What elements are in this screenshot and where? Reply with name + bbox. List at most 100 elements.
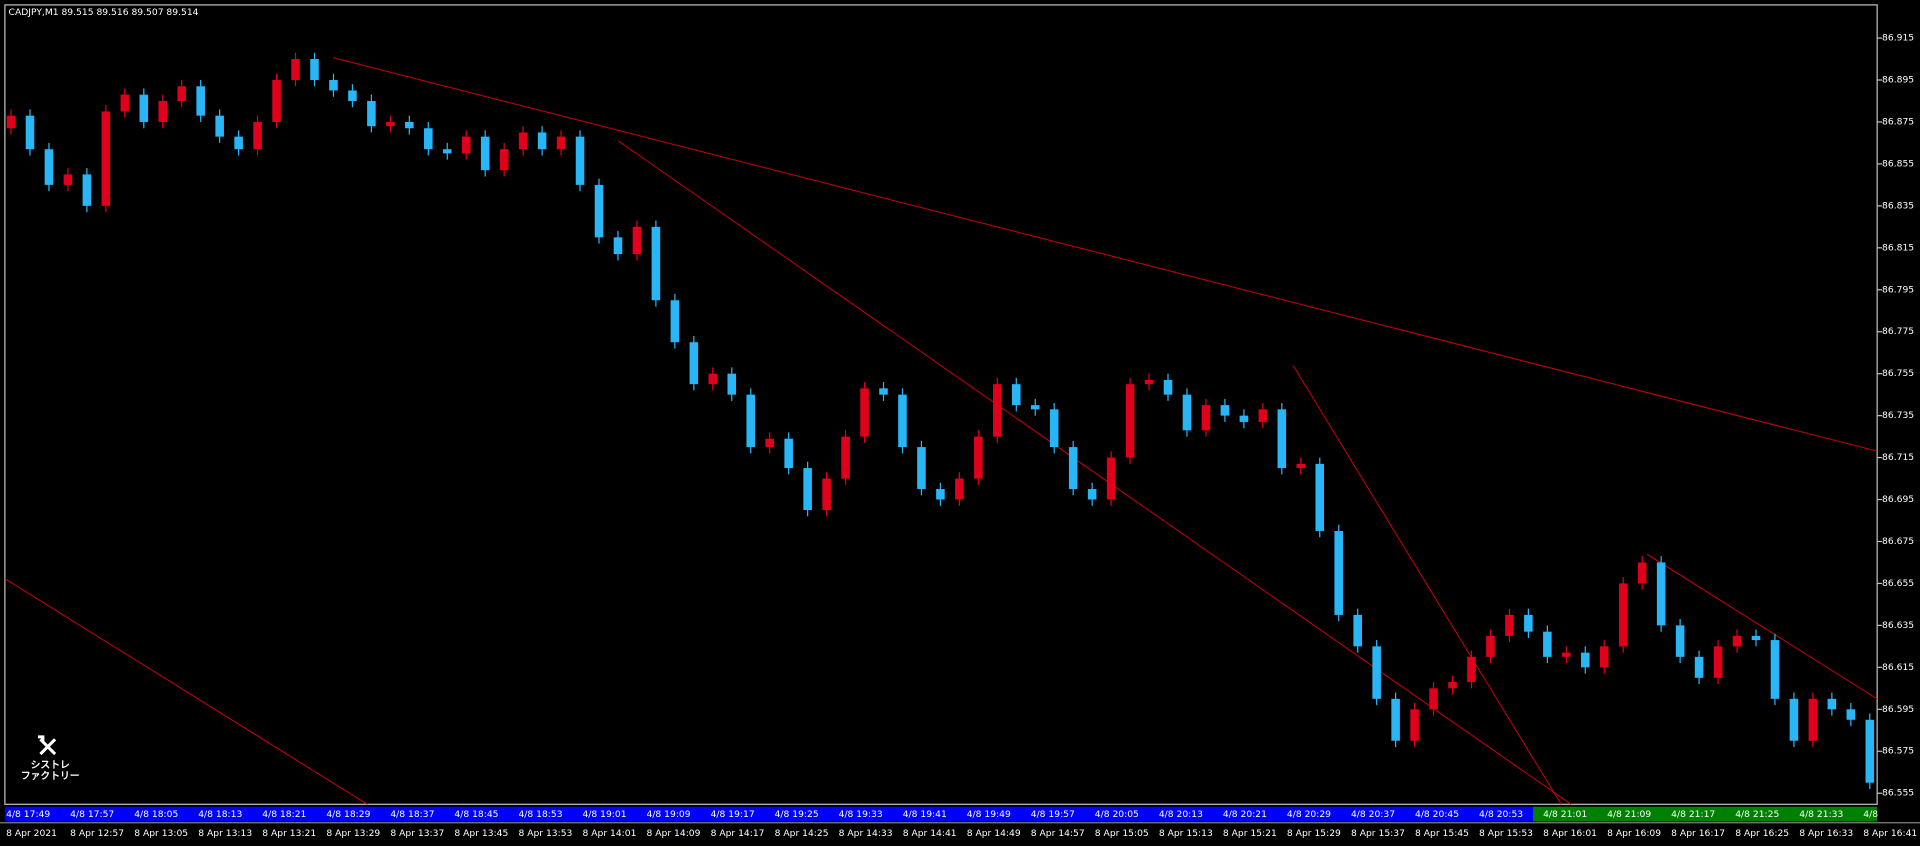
candle-body bbox=[424, 128, 433, 150]
candle-body bbox=[575, 136, 585, 185]
y-tick-label: 86.815 bbox=[1882, 242, 1914, 253]
logo-icon bbox=[37, 735, 57, 756]
candle-body bbox=[1353, 614, 1362, 647]
candle-body bbox=[1770, 640, 1780, 699]
logo-text: シストレ bbox=[31, 759, 70, 771]
candle-body bbox=[1277, 409, 1287, 469]
candle-body bbox=[386, 121, 395, 127]
x-label-lower: 8 Apr 14:33 bbox=[839, 828, 893, 839]
candle-body bbox=[44, 149, 54, 185]
candle-body bbox=[1846, 709, 1856, 720]
y-tick-label: 86.875 bbox=[1882, 116, 1914, 127]
x-label-upper: 4/8 21:09 bbox=[1607, 809, 1651, 820]
x-label-upper: 4/8 19:25 bbox=[775, 809, 819, 820]
candle-body bbox=[1543, 631, 1552, 657]
y-tick-label: 86.555 bbox=[1882, 788, 1914, 799]
candle-body bbox=[1087, 489, 1097, 500]
candle-body bbox=[1865, 719, 1875, 783]
candle-body bbox=[917, 447, 926, 490]
x-label-upper: 4/8 21:25 bbox=[1735, 809, 1779, 820]
x-label-lower: 8 Apr 14:41 bbox=[903, 828, 957, 839]
candle-body bbox=[1827, 698, 1837, 710]
x-label-upper: 4/8 19:57 bbox=[1031, 809, 1075, 820]
candle-body bbox=[822, 478, 831, 511]
candle-body bbox=[461, 136, 471, 154]
y-tick-label: 86.575 bbox=[1882, 746, 1914, 757]
candle-body bbox=[1030, 405, 1040, 410]
x-label-upper: 4/8 20:37 bbox=[1351, 809, 1395, 820]
y-tick-label: 86.695 bbox=[1882, 494, 1914, 505]
x-label-lower: 8 Apr 13:13 bbox=[198, 828, 252, 839]
x-label-lower: 8 Apr 15:53 bbox=[1479, 828, 1533, 839]
x-label-lower: 8 Apr 14:09 bbox=[647, 828, 701, 839]
x-label-upper: 4/8 20:05 bbox=[1095, 809, 1139, 820]
candle-body bbox=[1581, 652, 1590, 668]
candle-body bbox=[177, 86, 187, 101]
candle-body bbox=[594, 184, 604, 238]
candle-body bbox=[234, 136, 243, 150]
y-tick-label: 86.855 bbox=[1882, 158, 1914, 169]
x-label-lower: 8 Apr 12:57 bbox=[70, 828, 124, 839]
candle-body bbox=[139, 94, 149, 122]
x-label-upper: 4/8 20:45 bbox=[1415, 809, 1459, 820]
trend-line bbox=[1292, 365, 1562, 805]
candle-body bbox=[613, 237, 623, 255]
x-label-lower: 8 Apr 13:37 bbox=[390, 828, 444, 839]
candle-body bbox=[803, 468, 812, 511]
x-label-upper: 4/8 18:53 bbox=[518, 809, 562, 820]
x-label-upper: 4/8 21:17 bbox=[1671, 809, 1715, 820]
x-label-upper: 4/8 20:13 bbox=[1159, 809, 1203, 820]
candle-body bbox=[1068, 447, 1078, 490]
candle-body bbox=[329, 79, 338, 91]
x-label-lower: 8 Apr 15:45 bbox=[1415, 828, 1469, 839]
candle-body bbox=[1637, 562, 1647, 584]
x-label-upper: 4/8 17:49 bbox=[6, 809, 50, 820]
x-label-lower: 8 Apr 16:41 bbox=[1863, 828, 1917, 839]
x-label-upper: 4/8 19:33 bbox=[839, 809, 883, 820]
x-label-upper: 4/8 21:01 bbox=[1543, 809, 1587, 820]
candle-body bbox=[537, 132, 547, 150]
logo-text: ファクトリー bbox=[21, 770, 80, 782]
x-label-upper: 4/8 19:09 bbox=[647, 809, 691, 820]
candle-body bbox=[1713, 646, 1723, 678]
candle-body bbox=[1315, 463, 1325, 531]
candle-body bbox=[765, 438, 774, 448]
candle-body bbox=[6, 115, 16, 129]
x-label-lower: 8 Apr 13:29 bbox=[326, 828, 380, 839]
candle-body bbox=[632, 226, 642, 255]
x-label-upper: 4/8 19:17 bbox=[711, 809, 755, 820]
candle-body bbox=[1751, 635, 1761, 641]
trend-line bbox=[332, 57, 1878, 452]
candle-body bbox=[1106, 457, 1116, 500]
y-tick-label: 86.795 bbox=[1882, 284, 1914, 295]
candle-body bbox=[1429, 688, 1438, 710]
x-label-upper: 4/8 18:05 bbox=[134, 809, 178, 820]
y-tick-label: 86.915 bbox=[1882, 33, 1914, 44]
candle-body bbox=[841, 436, 850, 479]
x-label-lower: 8 Apr 15:05 bbox=[1095, 828, 1149, 839]
candle-body bbox=[158, 100, 168, 122]
x-label-upper: 4/8 19:01 bbox=[582, 809, 626, 820]
candle-body bbox=[1239, 415, 1249, 422]
candle-body bbox=[1599, 646, 1609, 668]
x-label-lower: 8 Apr 16:25 bbox=[1735, 828, 1789, 839]
candle-body bbox=[708, 373, 718, 385]
x-label-upper: 4/8 18:45 bbox=[454, 809, 498, 820]
candle-body bbox=[1524, 614, 1533, 632]
candle-body bbox=[1163, 379, 1173, 395]
candle-body bbox=[1201, 405, 1211, 431]
x-label-upper: 4/8 18:13 bbox=[198, 809, 242, 820]
x-label-lower: 8 Apr 2021 bbox=[6, 828, 57, 839]
x-label-lower: 8 Apr 14:25 bbox=[775, 828, 829, 839]
trend-line bbox=[1646, 553, 1878, 700]
x-label-upper: 4/8 18:29 bbox=[326, 809, 370, 820]
candle-body bbox=[1694, 656, 1704, 678]
candle-body bbox=[253, 121, 262, 150]
logo: シストレ ファクトリー bbox=[21, 735, 80, 782]
candle-body bbox=[993, 384, 1002, 437]
candle-body bbox=[727, 373, 737, 395]
x-label-upper: 4/8 18:21 bbox=[262, 809, 306, 820]
candle-body bbox=[784, 438, 793, 469]
x-label-lower: 8 Apr 15:37 bbox=[1351, 828, 1405, 839]
candle-body bbox=[1467, 656, 1476, 683]
